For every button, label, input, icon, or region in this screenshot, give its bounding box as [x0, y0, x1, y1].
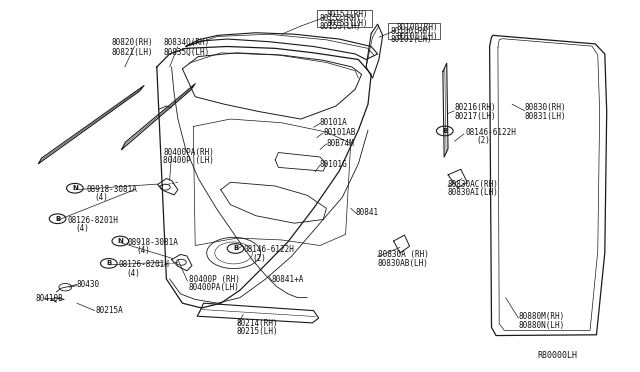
Text: 80153(LH): 80153(LH) — [320, 22, 362, 31]
Text: 80100(RH): 80100(RH) — [397, 23, 438, 32]
Text: 80101A: 80101A — [320, 118, 348, 127]
Text: 80834Q(RH): 80834Q(RH) — [163, 38, 209, 47]
Text: 80215(LH): 80215(LH) — [237, 327, 278, 336]
Text: 80410B: 80410B — [35, 294, 63, 303]
Text: 80101AB: 80101AB — [323, 128, 356, 137]
Text: (2): (2) — [477, 136, 491, 145]
Circle shape — [227, 244, 244, 253]
Text: (4): (4) — [127, 269, 141, 278]
Text: (2): (2) — [253, 254, 267, 263]
Text: 80400P (RH): 80400P (RH) — [189, 275, 239, 284]
Text: B: B — [55, 216, 60, 222]
Text: 80217(LH): 80217(LH) — [454, 112, 496, 121]
Text: 80101(LH): 80101(LH) — [397, 32, 438, 41]
Text: B: B — [106, 260, 111, 266]
Text: (4): (4) — [95, 193, 109, 202]
Text: 80830AB(LH): 80830AB(LH) — [378, 259, 428, 267]
Circle shape — [49, 214, 66, 224]
Text: 80153(LH): 80153(LH) — [326, 19, 368, 28]
FancyBboxPatch shape — [317, 10, 372, 27]
Text: 08918-3081A: 08918-3081A — [128, 238, 179, 247]
Text: 80B74M: 80B74M — [326, 139, 354, 148]
Text: 80830AC(RH): 80830AC(RH) — [448, 180, 499, 189]
Text: 08126-8201H: 08126-8201H — [118, 260, 169, 269]
Text: 80100(RH): 80100(RH) — [390, 27, 432, 36]
Text: 80430: 80430 — [77, 280, 100, 289]
Text: 08146-6122H: 08146-6122H — [465, 128, 516, 137]
Text: B: B — [442, 128, 447, 134]
Text: 80215A: 80215A — [96, 306, 124, 315]
Text: 80152(RH): 80152(RH) — [320, 14, 362, 23]
Text: (4): (4) — [76, 224, 90, 233]
Text: 80214(RH): 80214(RH) — [237, 319, 278, 328]
Text: 80880M(RH): 80880M(RH) — [518, 312, 564, 321]
Text: 80216(RH): 80216(RH) — [454, 103, 496, 112]
Text: 80841: 80841 — [355, 208, 378, 217]
Text: 80831(LH): 80831(LH) — [525, 112, 566, 121]
Circle shape — [436, 126, 453, 136]
Text: 80830(RH): 80830(RH) — [525, 103, 566, 112]
Text: 80841+A: 80841+A — [272, 275, 305, 284]
Text: 08126-8201H: 08126-8201H — [67, 216, 118, 225]
Text: 80101G: 80101G — [320, 160, 348, 169]
Text: 80821(LH): 80821(LH) — [112, 48, 154, 57]
Text: 80101(LH): 80101(LH) — [390, 35, 432, 44]
Circle shape — [112, 236, 129, 246]
Text: 80830AI(LH): 80830AI(LH) — [448, 188, 499, 197]
Text: 80400P (LH): 80400P (LH) — [163, 156, 214, 165]
Text: 08918-3081A: 08918-3081A — [86, 185, 137, 194]
Text: N: N — [72, 185, 78, 191]
Text: 80880N(LH): 80880N(LH) — [518, 321, 564, 330]
Text: 80835Q(LH): 80835Q(LH) — [163, 48, 209, 57]
Circle shape — [67, 183, 83, 193]
Text: 80830A (RH): 80830A (RH) — [378, 250, 428, 259]
Text: R80000LH: R80000LH — [538, 351, 578, 360]
Text: 08146-6122H: 08146-6122H — [243, 246, 294, 254]
Text: 80820(RH): 80820(RH) — [112, 38, 154, 47]
Text: N: N — [117, 238, 124, 244]
Text: B: B — [233, 246, 238, 251]
Circle shape — [100, 259, 117, 268]
FancyBboxPatch shape — [388, 23, 440, 39]
Text: 80400PA(RH): 80400PA(RH) — [163, 148, 214, 157]
Text: 80152(RH): 80152(RH) — [326, 10, 368, 19]
Text: 80400PA(LH): 80400PA(LH) — [189, 283, 239, 292]
Text: (4): (4) — [136, 246, 150, 255]
